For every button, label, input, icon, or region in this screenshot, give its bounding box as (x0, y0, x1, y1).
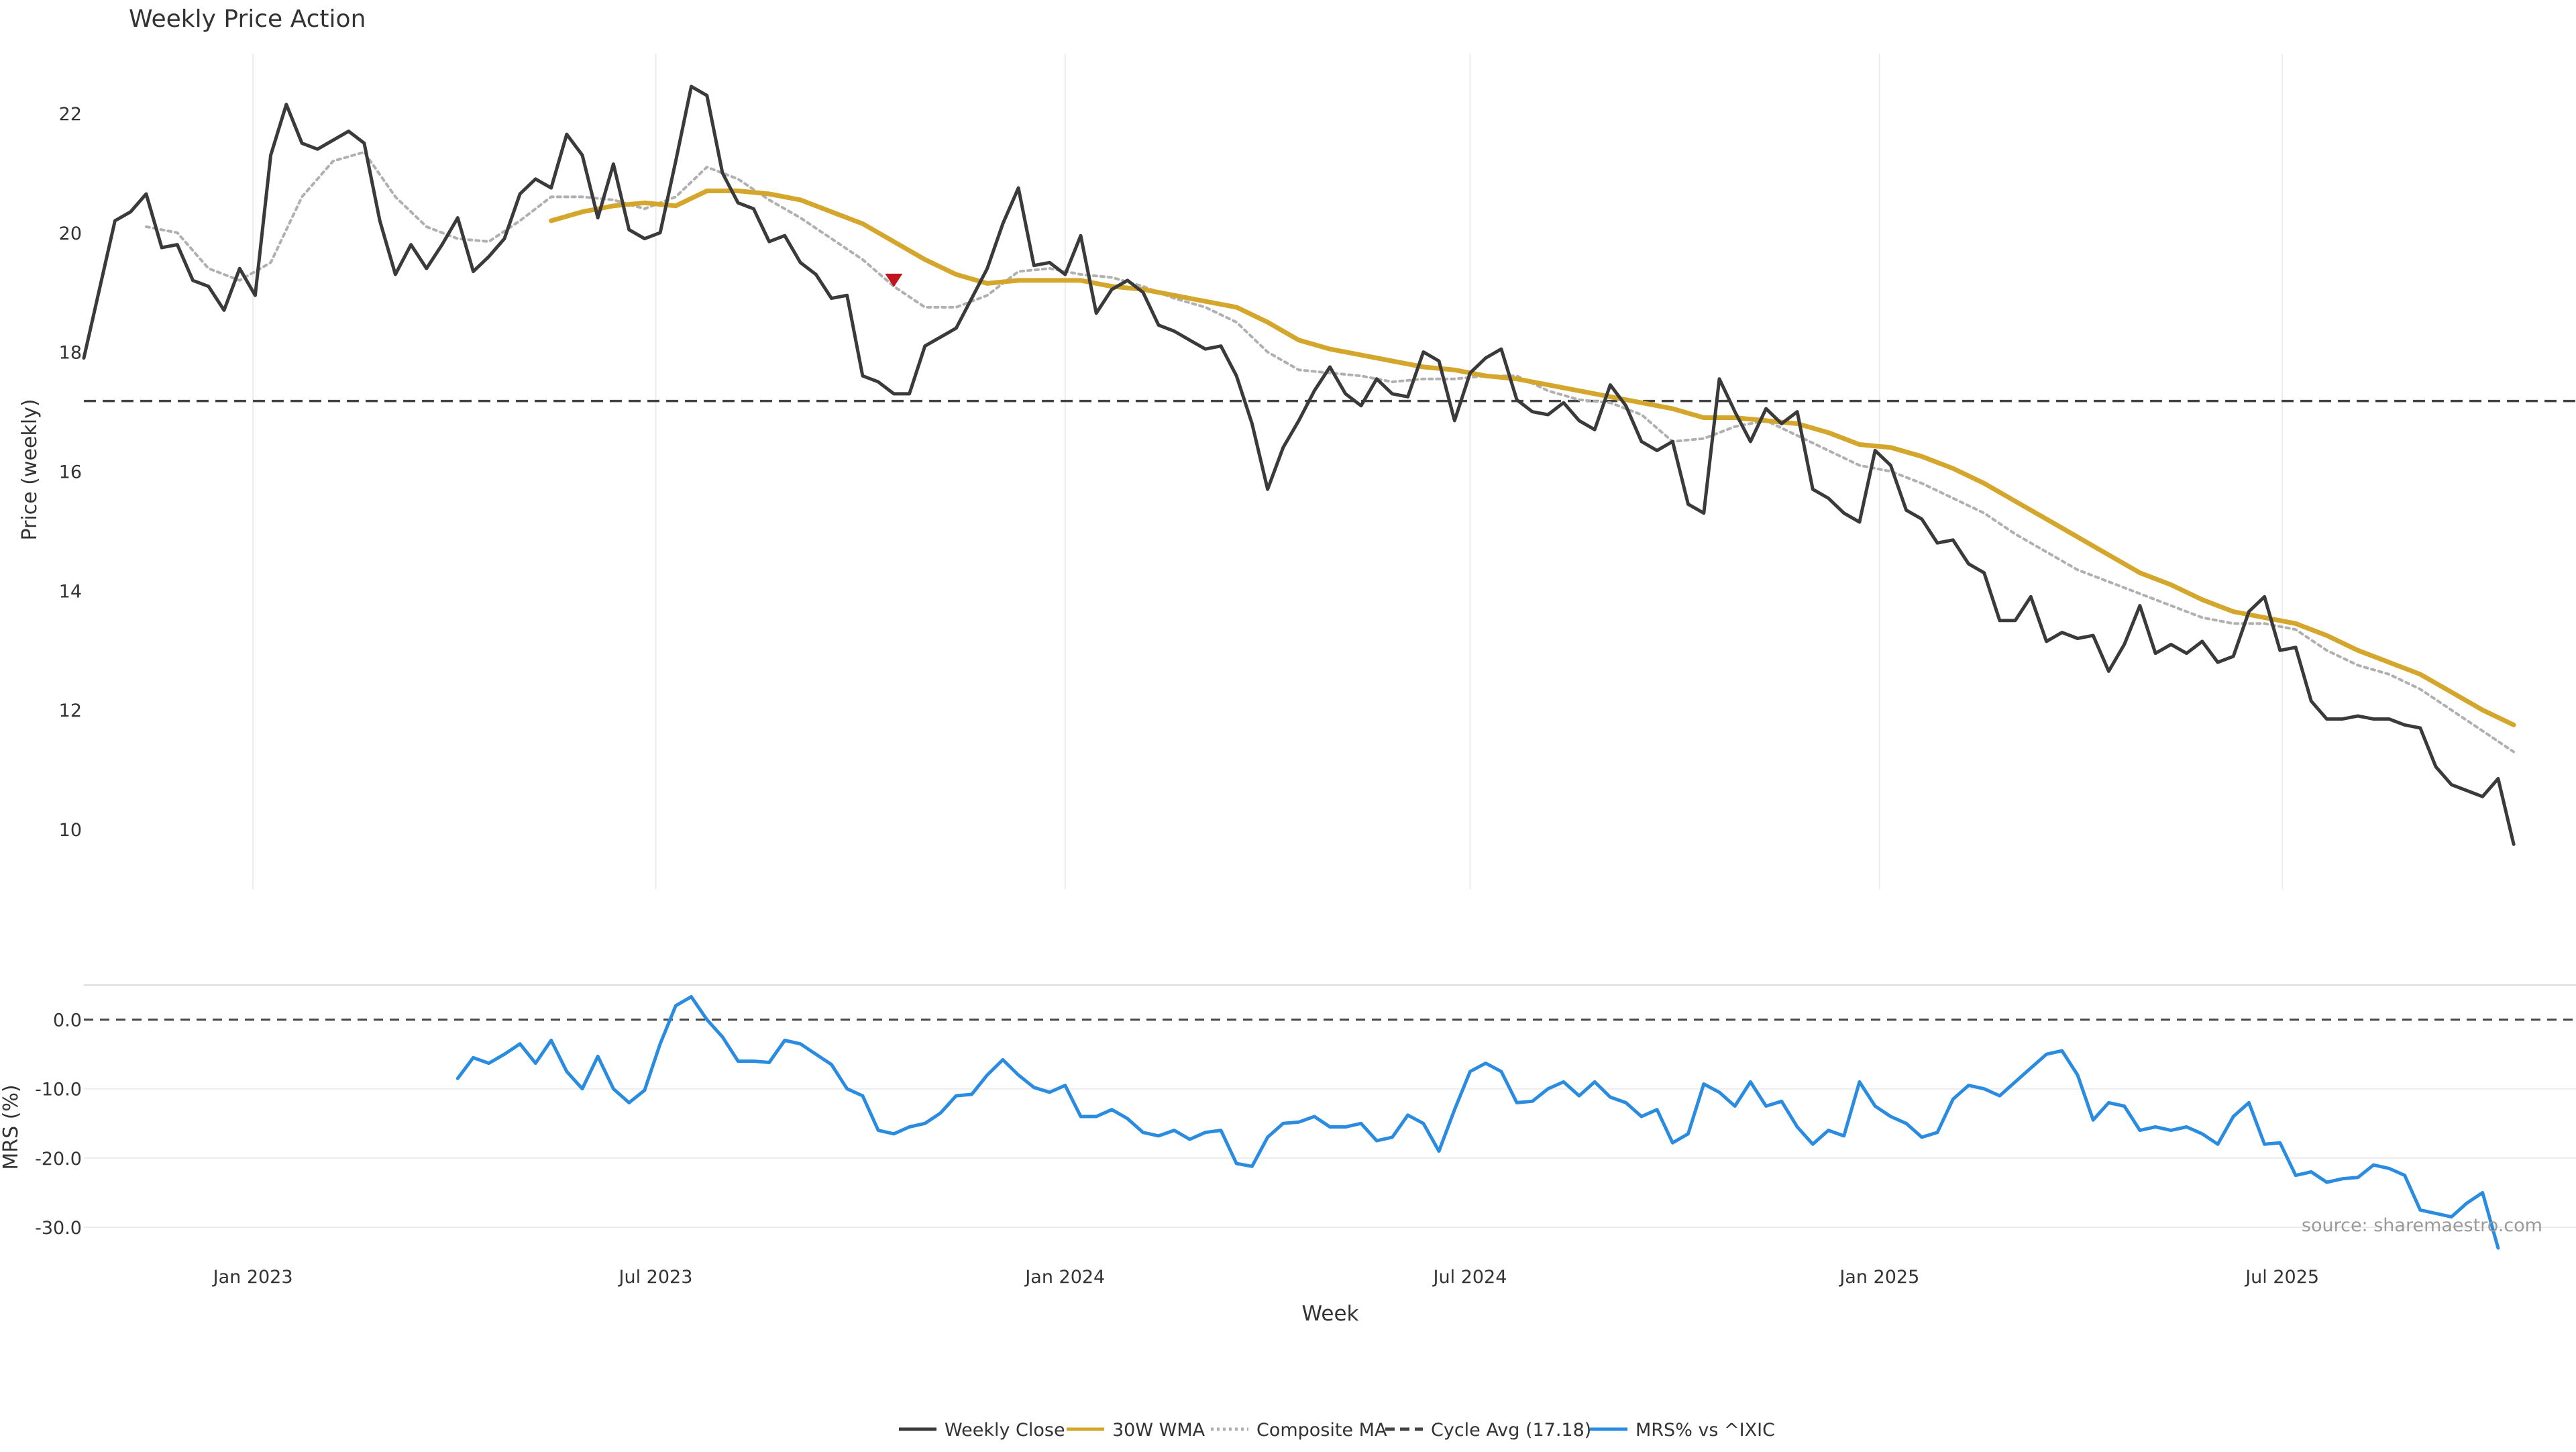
mrs-line (455, 995, 2500, 1250)
mrs-y-axis-label: MRS (%) (0, 1084, 23, 1170)
price-y-tick-label: 10 (59, 820, 82, 841)
legend-label: 30W WMA (1112, 1420, 1205, 1441)
price-y-tick-label: 12 (59, 701, 82, 721)
legend-item: Cycle Avg (17.18) (1385, 1420, 1591, 1441)
x-tick-label: Jan 2024 (1024, 1267, 1105, 1288)
wma-30w-line (549, 189, 2516, 727)
legend-item: 30W WMA (1067, 1420, 1205, 1441)
legend-label: Composite MA (1256, 1420, 1387, 1441)
x-tick-label: Jul 2023 (618, 1267, 693, 1288)
price-y-tick-label: 20 (59, 223, 82, 244)
x-tick-label: Jan 2025 (1838, 1267, 1919, 1288)
x-tick-label: Jul 2025 (2244, 1267, 2319, 1288)
x-tick-label: Jan 2023 (212, 1267, 293, 1288)
price-y-tick-label: 18 (59, 343, 82, 364)
x-tick-label: Jul 2024 (1432, 1267, 1507, 1288)
price-y-tick-label: 16 (59, 462, 82, 483)
composite-ma-line (144, 150, 2516, 754)
mrs-y-tick-label: -10.0 (35, 1080, 82, 1100)
mrs-y-tick-label: -20.0 (35, 1149, 82, 1170)
mrs-y-tick-label: 0.0 (53, 1010, 82, 1031)
chart-title: Weekly Price Action (129, 5, 366, 33)
legend-label: MRS% vs ^IXIC (1635, 1420, 1775, 1441)
price-y-tick-label: 14 (59, 581, 82, 602)
legend-item: Composite MA (1211, 1420, 1387, 1441)
mrs-y-tick-label: -30.0 (35, 1218, 82, 1239)
legend-item: MRS% vs ^IXIC (1590, 1420, 1775, 1441)
price-y-tick-label: 22 (59, 104, 82, 125)
source-note: source: sharemaestro.com (2302, 1215, 2542, 1236)
legend-label: Weekly Close (945, 1420, 1065, 1441)
price-y-axis-label: Price (weekly) (18, 399, 42, 540)
weekly-close-line (82, 85, 2516, 846)
signal-marker-down-triangle (885, 273, 903, 287)
legend-label: Cycle Avg (17.18) (1431, 1420, 1591, 1441)
legend-item: Weekly Close (899, 1420, 1065, 1441)
x-axis-label: Week (1302, 1302, 1359, 1326)
